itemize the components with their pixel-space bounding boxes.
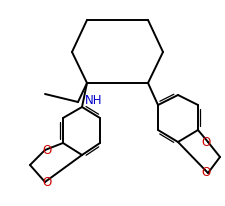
Text: O: O [42,176,51,188]
Text: O: O [42,144,51,157]
Text: NH: NH [85,95,102,108]
Text: O: O [200,166,210,179]
Text: O: O [200,136,210,149]
